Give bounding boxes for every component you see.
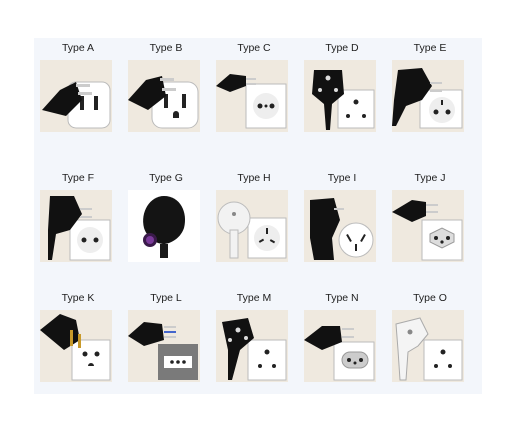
plug-label: Type J: [414, 172, 446, 184]
plug-label: Type E: [413, 42, 447, 54]
type-e-plug-icon: [392, 60, 464, 132]
type-d-plug-icon: [304, 60, 376, 132]
type-h-plug-icon: [216, 190, 288, 262]
plug-label: Type D: [325, 42, 359, 54]
plug-label: Type O: [413, 292, 447, 304]
plug-label: Type C: [237, 42, 271, 54]
type-n-plug-icon: [304, 310, 376, 382]
type-c-plug-icon: [216, 60, 288, 132]
type-l-plug-icon: [128, 310, 200, 382]
type-a-plug-icon: [40, 60, 112, 132]
type-g-plug-icon: [128, 190, 200, 262]
plug-label: Type L: [150, 292, 182, 304]
type-i-plug-icon: [304, 190, 376, 262]
type-j-plug-icon: [392, 190, 464, 262]
plug-label: Type I: [327, 172, 357, 184]
plug-label: Type M: [236, 292, 272, 304]
type-b-plug-icon: [128, 60, 200, 132]
plug-type-grid: Type A Type B Type C: [34, 38, 482, 394]
type-o-plug-icon: [392, 310, 464, 382]
type-f-plug-icon: [40, 190, 112, 262]
type-m-plug-icon: [216, 310, 288, 382]
plug-label: Type H: [237, 172, 271, 184]
plug-label: Type F: [61, 172, 95, 184]
plug-label: Type B: [149, 42, 183, 54]
type-k-plug-icon: [40, 310, 112, 382]
plug-label: Type K: [61, 292, 95, 304]
plug-label: Type N: [325, 292, 359, 304]
plug-label: Type A: [61, 42, 95, 54]
plug-label: Type G: [149, 172, 183, 184]
